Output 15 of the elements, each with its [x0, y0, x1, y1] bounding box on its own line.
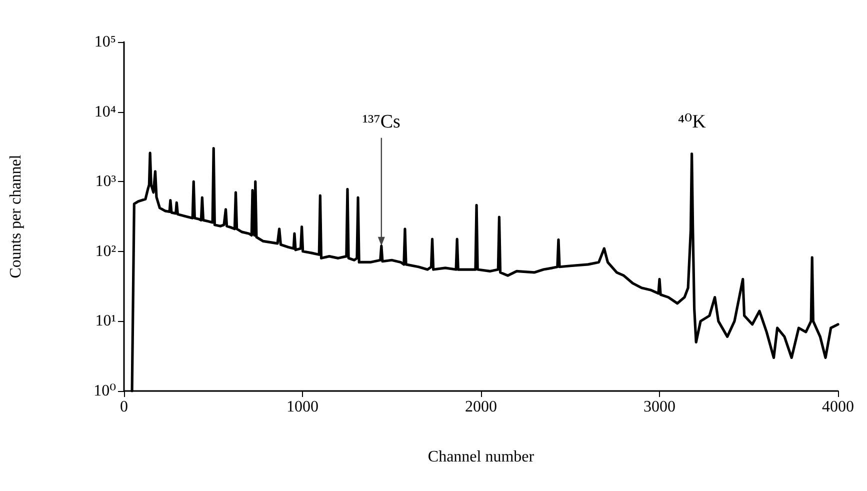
y-axis-title: Counts per channel — [8, 154, 24, 278]
x-axis-title: Channel number — [428, 448, 535, 466]
y-tick-label: 10⁵ — [94, 34, 116, 50]
y-tick-label: 10¹ — [95, 312, 116, 330]
annotation: ⁴⁰K — [678, 111, 706, 132]
y-tick-label: 10⁴ — [94, 103, 116, 120]
annotation: ¹³⁷Cs — [362, 111, 400, 132]
y-tick-label: 10² — [95, 242, 116, 260]
x-tick-label: 0 — [120, 398, 128, 416]
y-tick-label: 10⁰ — [94, 382, 116, 400]
x-tick-label: 2000 — [465, 398, 497, 416]
x-tick-label: 1000 — [286, 398, 318, 416]
y-tick-label: 10³ — [95, 173, 116, 190]
x-tick-label: 4000 — [822, 398, 854, 416]
x-tick-label: 3000 — [644, 398, 676, 416]
